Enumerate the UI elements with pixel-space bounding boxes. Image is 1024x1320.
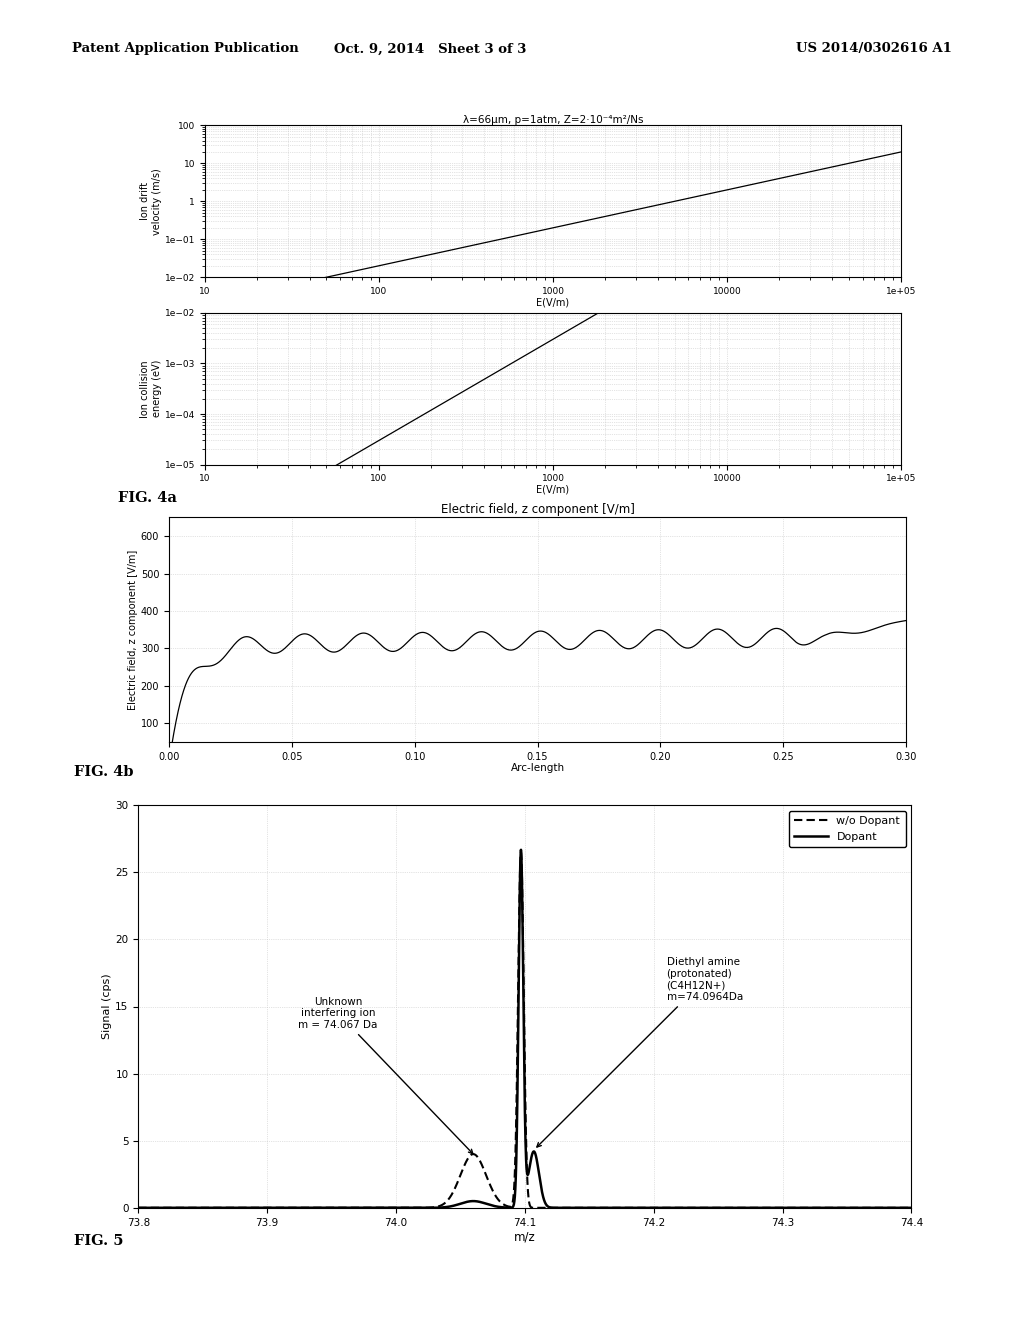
w/o Dopant bbox=[427, 1200, 439, 1216]
Dopant bbox=[905, 1200, 918, 1216]
Dopant bbox=[132, 1200, 144, 1216]
w/o Dopant bbox=[515, 845, 527, 861]
X-axis label: E(V/m): E(V/m) bbox=[537, 297, 569, 308]
Legend: w/o Dopant, Dopant: w/o Dopant, Dopant bbox=[788, 810, 906, 847]
Dopant bbox=[709, 1200, 721, 1216]
Text: Patent Application Publication: Patent Application Publication bbox=[72, 42, 298, 55]
w/o Dopant bbox=[905, 1200, 918, 1216]
Title: λ=66μm, p=1atm, Z=2·10⁻⁴m²/Ns: λ=66μm, p=1atm, Z=2·10⁻⁴m²/Ns bbox=[463, 115, 643, 124]
Dopant bbox=[635, 1200, 647, 1216]
Line: w/o Dopant: w/o Dopant bbox=[138, 853, 911, 1208]
Text: Diethyl amine
(protonated)
(C4H12N+)
m=74.0964Da: Diethyl amine (protonated) (C4H12N+) m=7… bbox=[537, 957, 742, 1147]
Dopant bbox=[596, 1200, 608, 1216]
Text: US 2014/0302616 A1: US 2014/0302616 A1 bbox=[797, 42, 952, 55]
Dopant bbox=[768, 1200, 780, 1216]
Dopant bbox=[515, 842, 527, 858]
w/o Dopant bbox=[272, 1200, 285, 1216]
Y-axis label: Ion drift
velocity (m/s): Ion drift velocity (m/s) bbox=[140, 168, 162, 235]
X-axis label: m/z: m/z bbox=[514, 1230, 536, 1243]
X-axis label: Arc-length: Arc-length bbox=[511, 763, 564, 774]
Text: FIG. 4a: FIG. 4a bbox=[118, 491, 176, 504]
Text: Unknown
interfering ion
m = 74.067 Da: Unknown interfering ion m = 74.067 Da bbox=[298, 997, 473, 1154]
Text: FIG. 4b: FIG. 4b bbox=[74, 766, 133, 779]
Title: Electric field, z component [V/m]: Electric field, z component [V/m] bbox=[440, 503, 635, 516]
Dopant bbox=[272, 1200, 285, 1216]
Dopant bbox=[427, 1200, 439, 1216]
Text: FIG. 5: FIG. 5 bbox=[74, 1234, 123, 1247]
w/o Dopant bbox=[709, 1200, 721, 1216]
w/o Dopant bbox=[596, 1200, 608, 1216]
Line: Dopant: Dopant bbox=[138, 850, 911, 1208]
X-axis label: E(V/m): E(V/m) bbox=[537, 484, 569, 495]
w/o Dopant bbox=[132, 1200, 144, 1216]
Y-axis label: Signal (cps): Signal (cps) bbox=[102, 974, 113, 1039]
Y-axis label: Electric field, z component [V/m]: Electric field, z component [V/m] bbox=[128, 549, 138, 710]
Y-axis label: Ion collision
energy (eV): Ion collision energy (eV) bbox=[140, 360, 162, 417]
Text: Oct. 9, 2014   Sheet 3 of 3: Oct. 9, 2014 Sheet 3 of 3 bbox=[334, 42, 526, 55]
w/o Dopant bbox=[768, 1200, 780, 1216]
w/o Dopant bbox=[635, 1200, 647, 1216]
